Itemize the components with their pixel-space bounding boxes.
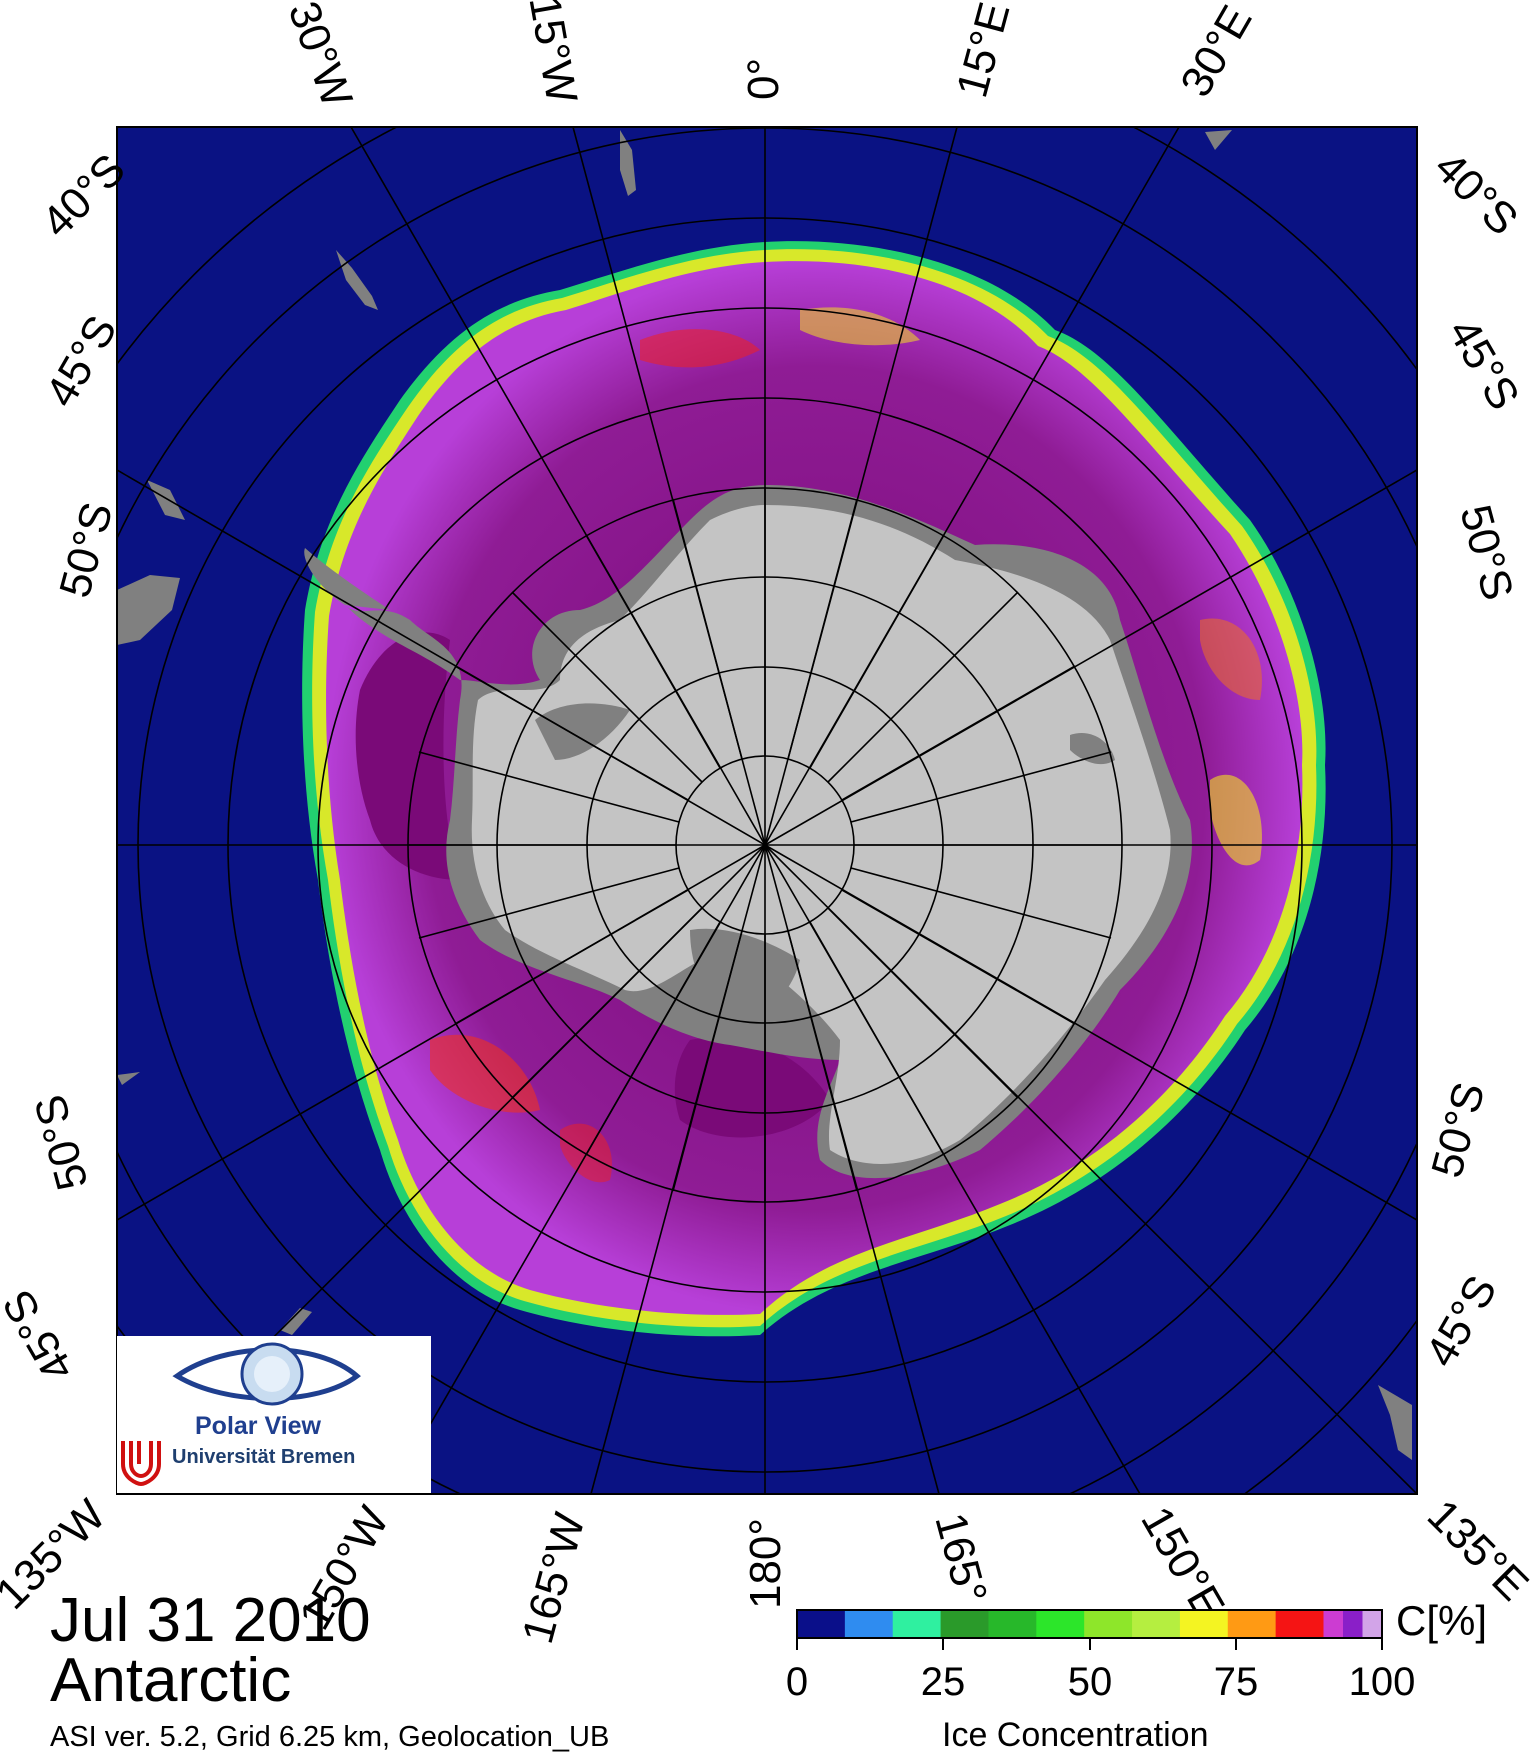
colorbar-segment [1362,1610,1383,1638]
colorbar-segment [1275,1610,1324,1638]
colorbar-segment [940,1610,989,1638]
map-frame [116,126,1418,1495]
uni-bremen-icon [121,1441,161,1487]
lon-label-bottom: 165°W [513,1507,595,1648]
map-date: Jul 31 2010 [50,1586,371,1655]
landmass-west-3 [117,1072,140,1085]
landmass-new-zealand [1378,1385,1412,1460]
lat-label-right: 45°S [1438,311,1528,419]
colorbar-segment [1343,1610,1363,1638]
colorbar-segment [1036,1610,1085,1638]
lat-label-right: 50°S [1422,1077,1494,1182]
landmass-south-america [336,250,378,310]
landmass-east [1205,130,1232,150]
colorbar-segment [1084,1610,1133,1638]
lon-label-top: 30°E [1171,0,1261,105]
colorbar-segment [1227,1610,1277,1638]
logo-name: Polar View [195,1412,321,1440]
colorbar-title: Ice Concentration [942,1716,1209,1754]
colorbar-segment [1323,1610,1344,1638]
landmass-west-1 [147,480,185,520]
colorbar-segment [892,1610,942,1638]
lat-label-right: 50°S [1450,500,1522,605]
colorbar-tick: 100 [1349,1660,1416,1704]
colorbar-segment [797,1610,846,1638]
lat-label-left: 45°S [0,1282,84,1390]
colorbar-tick: 75 [1214,1660,1259,1704]
colorbar [797,1610,1383,1638]
landmass-west-2 [117,575,180,645]
colorbar-segment [1132,1610,1181,1638]
lat-label-right: 40°S [1425,142,1527,244]
lat-label-left: 50°S [26,1090,98,1195]
lon-label-bottom: 150°E [1131,1499,1234,1628]
colorbar-tick: 50 [1068,1660,1113,1704]
map-info: ASI ver. 5.2, Grid 6.25 km, Geolocation_… [50,1721,610,1753]
lon-label-bottom: 165° [925,1508,996,1609]
lat-label-left: 50°S [50,497,122,602]
lon-label-top: 15°E [947,0,1019,103]
landmass-falklands [620,130,636,196]
lon-label-top: 15°W [519,0,586,107]
lat-label-right: 45°S [1416,1267,1506,1375]
colorbar-segment [1179,1610,1229,1638]
logo-institution: Universität Bremen [172,1446,356,1468]
eye-icon [121,1342,361,1487]
map-region: Antarctic [50,1646,292,1715]
lon-label-bottom: 135°E [1418,1490,1531,1610]
lon-label-bottom: 180° [741,1518,790,1609]
lon-label-top: 0° [739,58,788,100]
lat-label-left: 45°S [36,307,126,415]
lon-label-top: 30°W [279,0,362,114]
colorbar-segment [844,1610,894,1638]
colorbar-segment [988,1610,1037,1638]
colorbar-unit: C[%] [1396,1597,1488,1644]
colorbar-tick: 25 [921,1660,966,1704]
polar-view-logo: Polar View Universität Bremen [117,1336,431,1493]
colorbar-tick: 0 [786,1660,808,1704]
landmass-southwest [280,1308,312,1335]
